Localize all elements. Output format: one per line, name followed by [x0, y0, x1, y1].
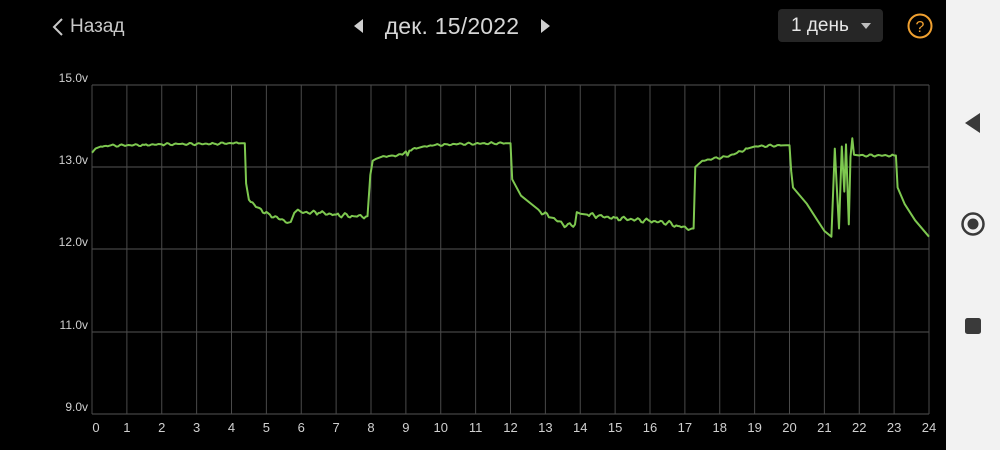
y-tick-label: 9.0v [65, 400, 88, 414]
system-recents-button[interactable] [946, 306, 1000, 346]
x-tick-label: 15 [608, 420, 622, 435]
x-tick-label: 9 [402, 420, 409, 435]
x-tick-label: 10 [434, 420, 448, 435]
next-day-button[interactable] [538, 16, 552, 36]
x-tick-label: 19 [747, 420, 761, 435]
x-tick-label: 7 [333, 420, 340, 435]
period-value: 1 день [791, 14, 849, 36]
x-tick-label: 21 [817, 420, 831, 435]
top-bar: Назад дек. 15/2022 1 день [0, 0, 946, 56]
x-tick-label: 22 [852, 420, 866, 435]
x-tick-label: 6 [298, 420, 305, 435]
x-tick-label: 17 [678, 420, 692, 435]
x-tick-label: 18 [713, 420, 727, 435]
caret-left-icon [354, 19, 363, 33]
x-tick-label: 3 [193, 420, 200, 435]
y-tick-label: 15.0v [59, 71, 88, 85]
x-axis-labels: 0 1 2 3 4 5 6 7 8 9 10 11 12 13 14 15 16 17 18 19 20 21 22 23 24 [92, 420, 936, 435]
x-tick-label: 23 [887, 420, 901, 435]
help-icon: ? [907, 13, 933, 39]
date-navigator: дек. 15/2022 [352, 10, 552, 42]
x-tick-label: 11 [469, 420, 483, 435]
x-tick-label: 5 [263, 420, 270, 435]
chart-grid [91, 84, 930, 415]
x-tick-label: 4 [228, 420, 235, 435]
caret-right-icon [540, 19, 550, 33]
help-glyph: ? [916, 19, 925, 36]
period-select[interactable]: 1 день [778, 9, 883, 42]
x-tick-label: 12 [503, 420, 517, 435]
x-tick-label: 24 [922, 420, 936, 435]
current-date: дек. 15/2022 [384, 12, 520, 39]
square-recents-icon [965, 318, 981, 334]
back-label: Назад [70, 16, 125, 37]
back-button[interactable]: Назад [52, 13, 124, 41]
x-tick-label: 16 [643, 420, 657, 435]
y-axis-labels: 9.0v 11.0v 12.0v 13.0v 15.0v [59, 71, 88, 414]
y-tick-label: 11.0v [60, 318, 88, 332]
y-tick-label: 12.0v [59, 235, 88, 249]
series-layer [91, 137, 930, 238]
system-home-button[interactable] [946, 204, 1000, 244]
x-tick-label: 1 [123, 420, 130, 435]
screen: Назад дек. 15/2022 1 день [0, 0, 946, 435]
previous-day-button[interactable] [352, 16, 366, 36]
x-tick-label: 20 [782, 420, 796, 435]
triangle-back-icon [965, 113, 980, 133]
x-tick-label: 0 [92, 420, 99, 435]
voltage-series-line [91, 137, 930, 238]
x-tick-label: 8 [367, 420, 374, 435]
help-button[interactable]: ? [907, 13, 933, 39]
caret-down-icon [861, 23, 871, 29]
x-tick-label: 13 [538, 420, 552, 435]
circle-home-icon [961, 212, 985, 236]
y-tick-label: 13.0v [59, 153, 88, 167]
x-tick-label: 2 [158, 420, 165, 435]
chevron-left-icon [52, 18, 63, 36]
x-tick-label: 14 [573, 420, 587, 435]
system-back-button[interactable] [946, 103, 1000, 143]
system-nav-bar [946, 0, 1000, 450]
